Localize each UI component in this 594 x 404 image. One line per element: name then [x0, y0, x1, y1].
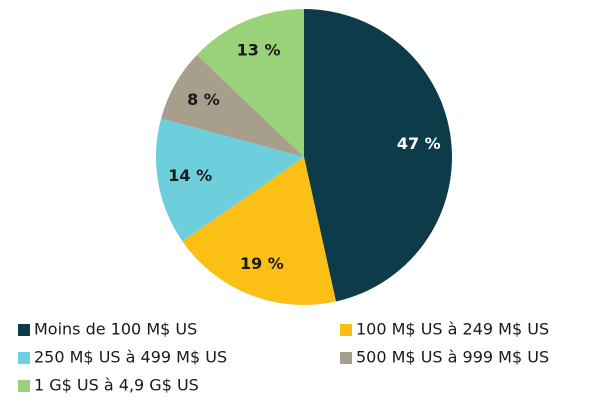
slice-label: 14 % [168, 166, 212, 185]
pie-slice [161, 54, 304, 157]
legend-swatch [340, 352, 352, 364]
legend-swatch [18, 380, 30, 392]
legend-swatch [340, 324, 352, 336]
pie-slice [155, 118, 304, 242]
legend-label: 100 M$ US à 249 M$ US [356, 320, 549, 339]
pie-slice [304, 9, 453, 302]
legend-label: Moins de 100 M$ US [34, 320, 197, 339]
legend-swatch [18, 352, 30, 364]
legend-label: 1 G$ US à 4,9 G$ US [34, 376, 199, 395]
legend-label: 500 M$ US à 999 M$ US [356, 348, 549, 367]
pie-slice [196, 9, 304, 157]
slice-label: 13 % [237, 40, 281, 59]
slice-label: 47 % [397, 134, 441, 153]
legend-label: 250 M$ US à 499 M$ US [34, 348, 227, 367]
pie-slice [182, 157, 336, 306]
slice-label: 19 % [240, 254, 284, 273]
legend-swatch [18, 324, 30, 336]
slice-label: 8 % [187, 90, 220, 109]
